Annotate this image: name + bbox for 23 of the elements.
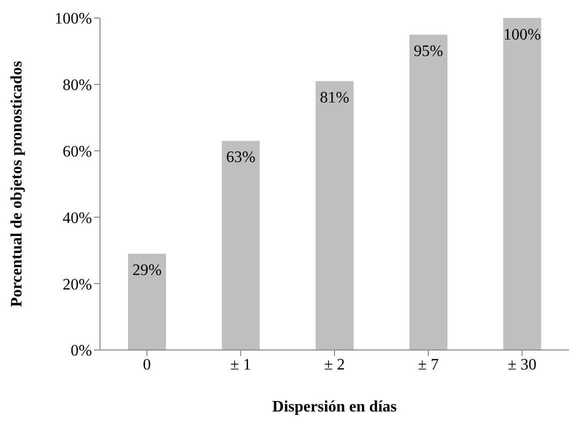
data-label: 81% xyxy=(320,89,350,106)
x-axis-title: Dispersión en días xyxy=(272,398,397,416)
x-tick-label: ± 1 xyxy=(230,356,252,374)
y-tick-label: 40% xyxy=(62,210,92,227)
y-tick-label: 20% xyxy=(62,276,92,294)
x-tick-label: ± 30 xyxy=(508,356,536,374)
y-axis-title: Porcentual de objetos pronosticados xyxy=(8,60,26,308)
y-tick-label: 0% xyxy=(70,342,92,360)
bar xyxy=(128,254,166,350)
bar xyxy=(409,34,448,350)
data-label: 95% xyxy=(414,42,444,60)
x-tick-label: 0 xyxy=(142,356,151,374)
bar xyxy=(222,140,260,350)
data-label: 63% xyxy=(226,149,256,166)
x-tick-label: ± 7 xyxy=(418,356,439,374)
y-tick-label: 60% xyxy=(62,143,92,160)
y-tick-label: 100% xyxy=(54,10,92,28)
data-label: 100% xyxy=(504,26,541,44)
bar xyxy=(503,18,542,350)
x-tick-label: ± 2 xyxy=(324,356,345,374)
data-label: 29% xyxy=(132,262,162,280)
y-tick-label: 80% xyxy=(62,77,92,94)
bar xyxy=(316,81,354,350)
